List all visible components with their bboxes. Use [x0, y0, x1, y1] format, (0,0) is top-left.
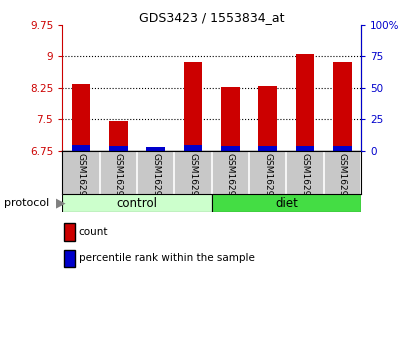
Bar: [333, 146, 352, 151]
Bar: [146, 148, 165, 151]
Text: GSM162959: GSM162959: [300, 153, 310, 208]
Text: protocol: protocol: [4, 198, 49, 209]
Text: GSM162954: GSM162954: [76, 153, 85, 208]
Bar: [221, 146, 240, 151]
Bar: [109, 121, 128, 151]
Text: GSM162962: GSM162962: [188, 153, 198, 208]
Bar: [221, 87, 240, 151]
Bar: [71, 84, 90, 151]
Bar: [62, 194, 212, 212]
Text: GSM162960: GSM162960: [151, 153, 160, 208]
Bar: [184, 62, 203, 151]
Bar: [184, 145, 203, 151]
Text: percentile rank within the sample: percentile rank within the sample: [79, 253, 255, 263]
Text: control: control: [117, 197, 157, 210]
Text: GSM162956: GSM162956: [226, 153, 235, 208]
Bar: [259, 86, 277, 151]
Title: GDS3423 / 1553834_at: GDS3423 / 1553834_at: [139, 11, 284, 24]
Bar: [295, 54, 315, 151]
Bar: [333, 62, 352, 151]
Bar: [259, 146, 277, 151]
Bar: [146, 147, 165, 151]
Bar: [295, 146, 315, 151]
Text: count: count: [79, 227, 108, 237]
Bar: [212, 194, 361, 212]
Bar: [71, 145, 90, 151]
Text: GSM162957: GSM162957: [263, 153, 272, 208]
Text: GSM162958: GSM162958: [114, 153, 123, 208]
Bar: [109, 146, 128, 151]
Text: diet: diet: [275, 197, 298, 210]
Text: GSM162961: GSM162961: [338, 153, 347, 208]
Text: ▶: ▶: [56, 197, 66, 210]
